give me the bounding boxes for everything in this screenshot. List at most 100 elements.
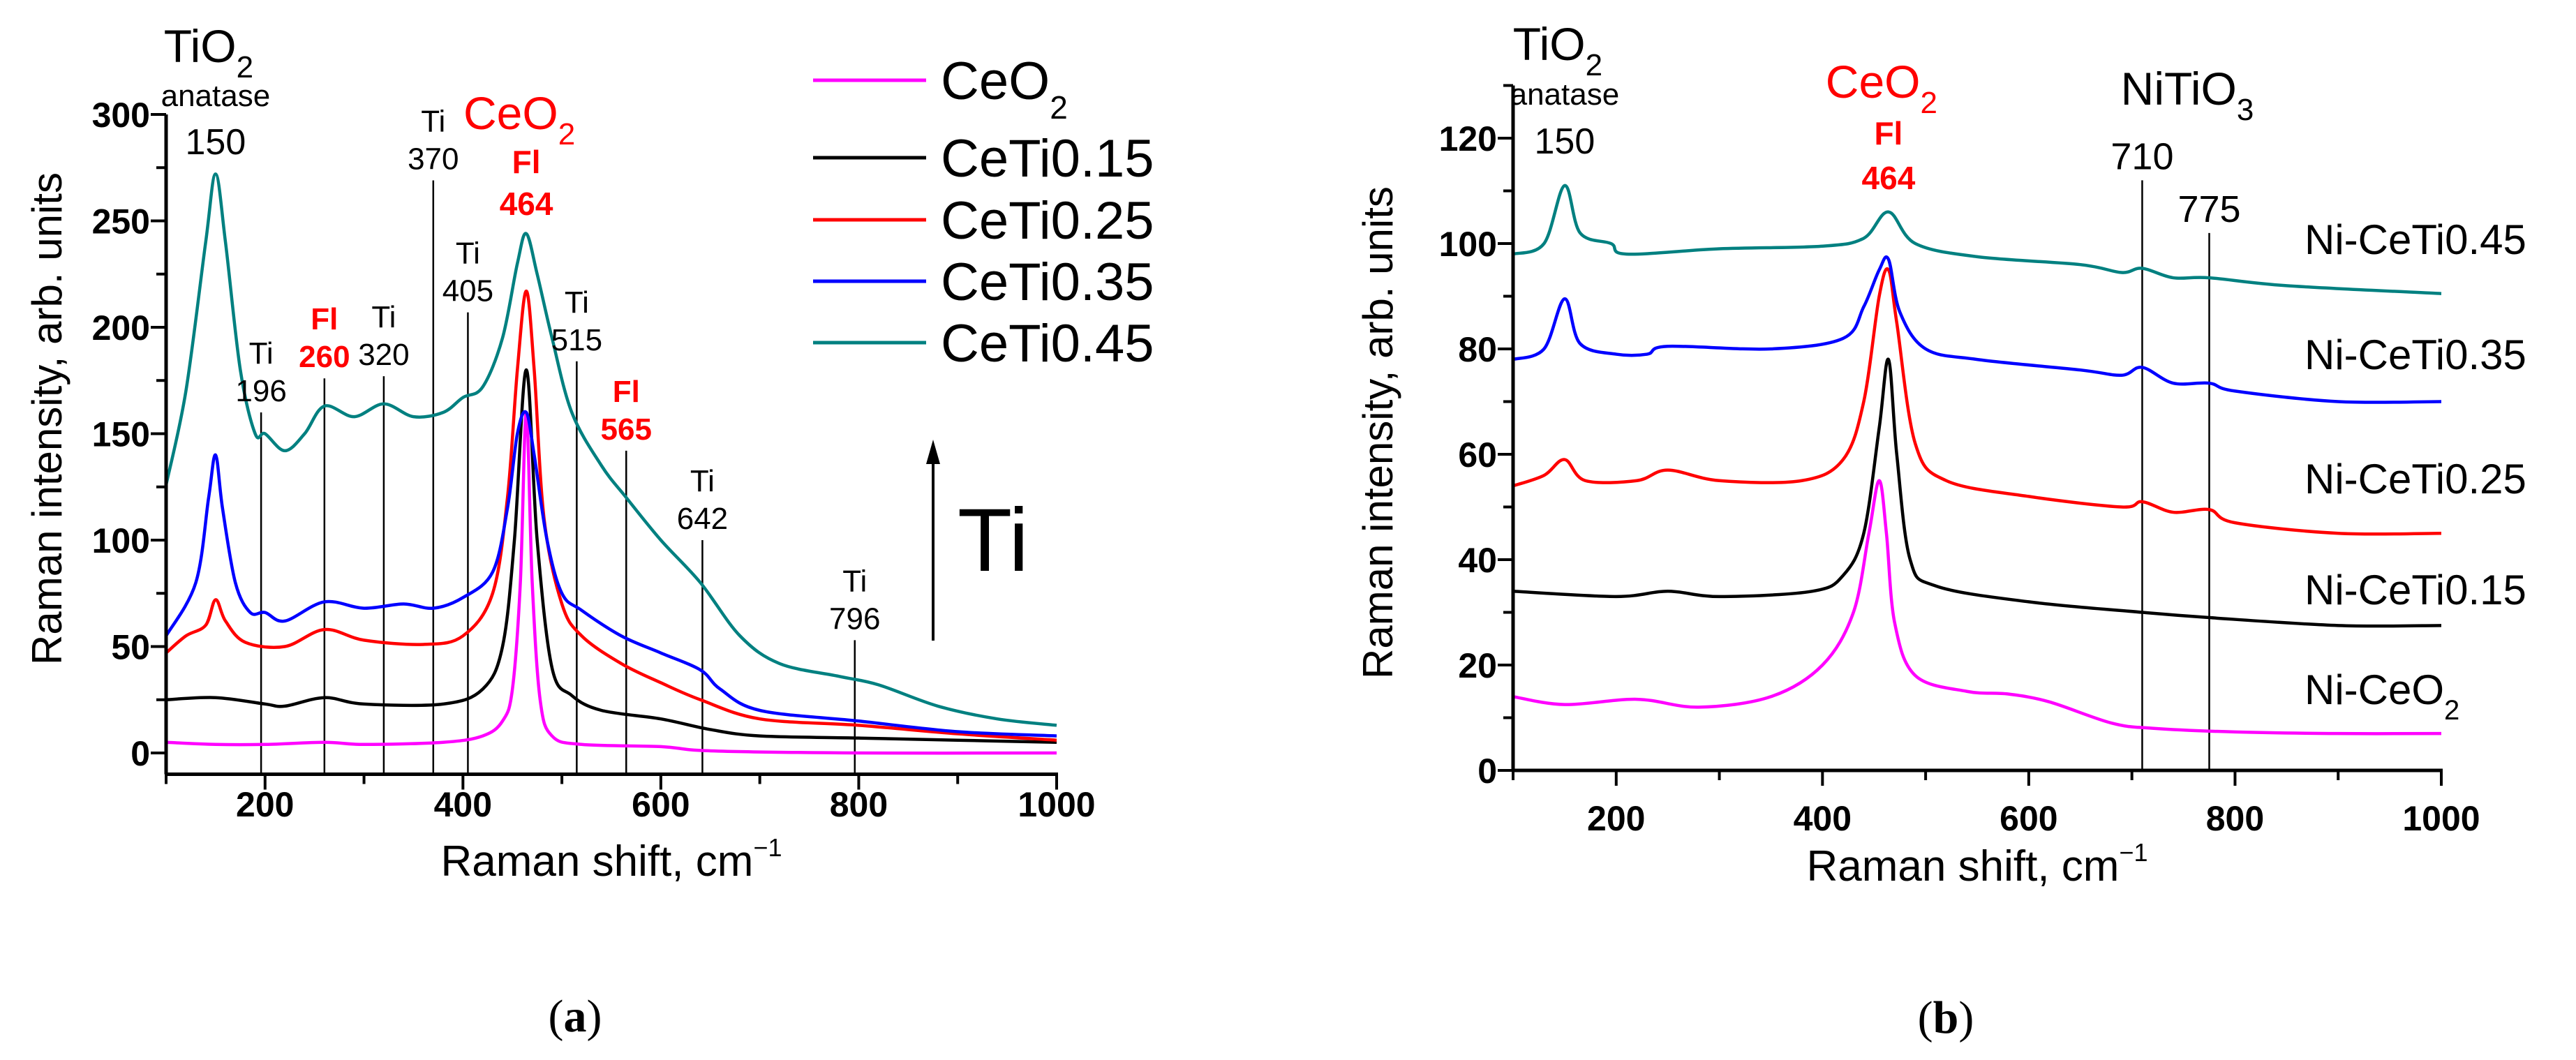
y-tick-label: 0 bbox=[1477, 752, 1497, 791]
titanium-label: Ti bbox=[842, 564, 867, 598]
series-label: Ni-CeO2 bbox=[2305, 666, 2459, 726]
phase-label: anatase bbox=[1510, 77, 1620, 112]
x-tick-label: 1000 bbox=[1018, 785, 1095, 824]
compound-label-subscript: 2 bbox=[558, 117, 575, 151]
x-tick-label: 800 bbox=[830, 785, 888, 824]
legend-label: CeTi0.35 bbox=[941, 253, 1154, 312]
series-label-subscript: 2 bbox=[2444, 695, 2459, 726]
compound-label-main: NiTiO bbox=[2121, 63, 2237, 114]
y-tick-label: 300 bbox=[92, 96, 150, 135]
legend-entry: CeTi0.45 bbox=[813, 314, 1154, 373]
legend-label-text: CeTi0.45 bbox=[941, 314, 1154, 373]
compound-label: CeO2 bbox=[1826, 56, 1937, 120]
compound-label-main: TiO bbox=[1513, 18, 1586, 70]
x-tick-label: 800 bbox=[2206, 799, 2264, 838]
y-tick-label: 60 bbox=[1458, 435, 1497, 475]
peak-position-label: 464 bbox=[500, 186, 553, 222]
titanium-label: Ti bbox=[421, 105, 445, 139]
peak-position-label: 515 bbox=[551, 323, 602, 357]
peak-position-label: 796 bbox=[829, 602, 880, 636]
series-line-ceti0-25 bbox=[165, 289, 1057, 742]
y-tick-label: 120 bbox=[1439, 119, 1497, 158]
legend-label-subscript: 2 bbox=[1050, 89, 1068, 126]
compound-label: TiO2 bbox=[1513, 18, 1602, 82]
series-line-ceti0-35 bbox=[165, 410, 1057, 738]
compound-label-subscript: 3 bbox=[2237, 93, 2254, 127]
peak-position-label: 260 bbox=[299, 340, 350, 374]
fluorite-label: Fl bbox=[311, 302, 338, 336]
titanium-label: Ti bbox=[690, 464, 715, 498]
series-line-ni-ceti0-45 bbox=[1512, 184, 2442, 295]
y-tick-label: 200 bbox=[92, 308, 150, 348]
series-line-ni-ceti0-25 bbox=[1512, 267, 2442, 536]
legend-entry: CeO2 bbox=[813, 52, 1068, 126]
x-axis-title-superscript: −1 bbox=[753, 833, 782, 862]
x-tick-label: 600 bbox=[632, 785, 690, 824]
series-line-ceo2 bbox=[165, 410, 1057, 755]
y-tick-label: 40 bbox=[1458, 541, 1497, 580]
peak-position-label: 370 bbox=[408, 142, 459, 177]
compound-label-main: CeO bbox=[1826, 56, 1921, 107]
x-tick-label: 400 bbox=[1794, 799, 1852, 838]
series-label: Ni-CeTi0.35 bbox=[2305, 331, 2526, 378]
series-label-text: Ni-CeTi0.25 bbox=[2305, 456, 2526, 502]
legend-label-text: CeO bbox=[941, 52, 1050, 111]
caption-paren-close: ) bbox=[587, 991, 602, 1042]
y-tick-label: 100 bbox=[92, 521, 150, 560]
legend-label-text: CeTi0.15 bbox=[941, 129, 1154, 188]
y-tick-label: 80 bbox=[1458, 330, 1497, 369]
y-tick-label: 0 bbox=[131, 734, 150, 773]
compound-label-main: CeO bbox=[463, 87, 558, 139]
titanium-label: Ti bbox=[249, 336, 274, 371]
series-label-text: Ni-CeTi0.45 bbox=[2305, 216, 2526, 263]
caption-paren-close: ) bbox=[1958, 992, 1974, 1043]
titanium-label: Ti bbox=[565, 285, 589, 320]
compound-label: CeO2 bbox=[463, 87, 575, 151]
peak-position-label: 320 bbox=[358, 338, 409, 372]
caption-paren-open: ( bbox=[549, 991, 564, 1042]
x-axis-title: Raman shift, cm−1 bbox=[441, 833, 782, 886]
peak-position-label: 405 bbox=[442, 274, 493, 308]
series-line-ni-ceti0-35 bbox=[1512, 255, 2442, 404]
panel-a-chart: 200 400 600 800 1000 0 50 100 150 200 250 300 Raman … bbox=[24, 20, 1154, 1042]
compound-label-subscript: 2 bbox=[1921, 86, 1937, 120]
legend-label-text: CeTi0.35 bbox=[941, 253, 1154, 312]
legend-entry: CeTi0.25 bbox=[813, 191, 1154, 251]
legend-label: CeO2 bbox=[941, 52, 1068, 126]
caption-letter: a bbox=[564, 991, 587, 1042]
compound-label-main: TiO bbox=[164, 20, 237, 72]
x-tick-label: 1000 bbox=[2402, 799, 2480, 838]
y-tick-label: 250 bbox=[92, 202, 150, 241]
y-tick-label: 100 bbox=[1439, 225, 1497, 264]
y-tick-label: 150 bbox=[92, 415, 150, 454]
legend-entry: CeTi0.35 bbox=[813, 253, 1154, 312]
x-axis-title-text: Raman shift, cm bbox=[1807, 842, 2120, 890]
y-tick-label: 20 bbox=[1458, 646, 1497, 685]
x-tick-label: 200 bbox=[1587, 799, 1645, 838]
peak-position-label: 150 bbox=[186, 122, 246, 163]
panel-caption: (a) bbox=[549, 991, 602, 1042]
peak-position-label: 464 bbox=[1862, 160, 1916, 196]
series-line-ceti0-15 bbox=[165, 368, 1057, 744]
legend-label: CeTi0.15 bbox=[941, 129, 1154, 188]
x-tick-label: 600 bbox=[2000, 799, 2057, 838]
x-axis-title-text: Raman shift, cm bbox=[441, 837, 754, 886]
legend-entry: CeTi0.15 bbox=[813, 129, 1154, 188]
series-line-ni-ceti0-15 bbox=[1512, 357, 2442, 628]
y-axis-title: Raman intensity, arb. units bbox=[24, 172, 70, 665]
y-tick-label: 50 bbox=[111, 628, 150, 667]
arrow-head-icon bbox=[926, 440, 940, 464]
x-axis-title: Raman shift, cm−1 bbox=[1807, 838, 2148, 890]
panel-caption: (b) bbox=[1918, 992, 1974, 1043]
legend-label-text: CeTi0.25 bbox=[941, 191, 1154, 251]
series-label-text: Ni-CeO bbox=[2305, 666, 2444, 713]
x-tick-label: 400 bbox=[434, 785, 492, 824]
caption-letter: b bbox=[1933, 992, 1959, 1043]
series-label-text: Ni-CeTi0.35 bbox=[2305, 331, 2526, 378]
series-line-ceti0-45 bbox=[164, 172, 1057, 727]
peak-position-label: 710 bbox=[2110, 135, 2173, 177]
y-axis-title: Raman intensity, arb. units bbox=[1355, 186, 1401, 679]
titanium-label: Ti bbox=[456, 237, 480, 271]
series-line-ni-ceo2 bbox=[1512, 479, 2442, 736]
